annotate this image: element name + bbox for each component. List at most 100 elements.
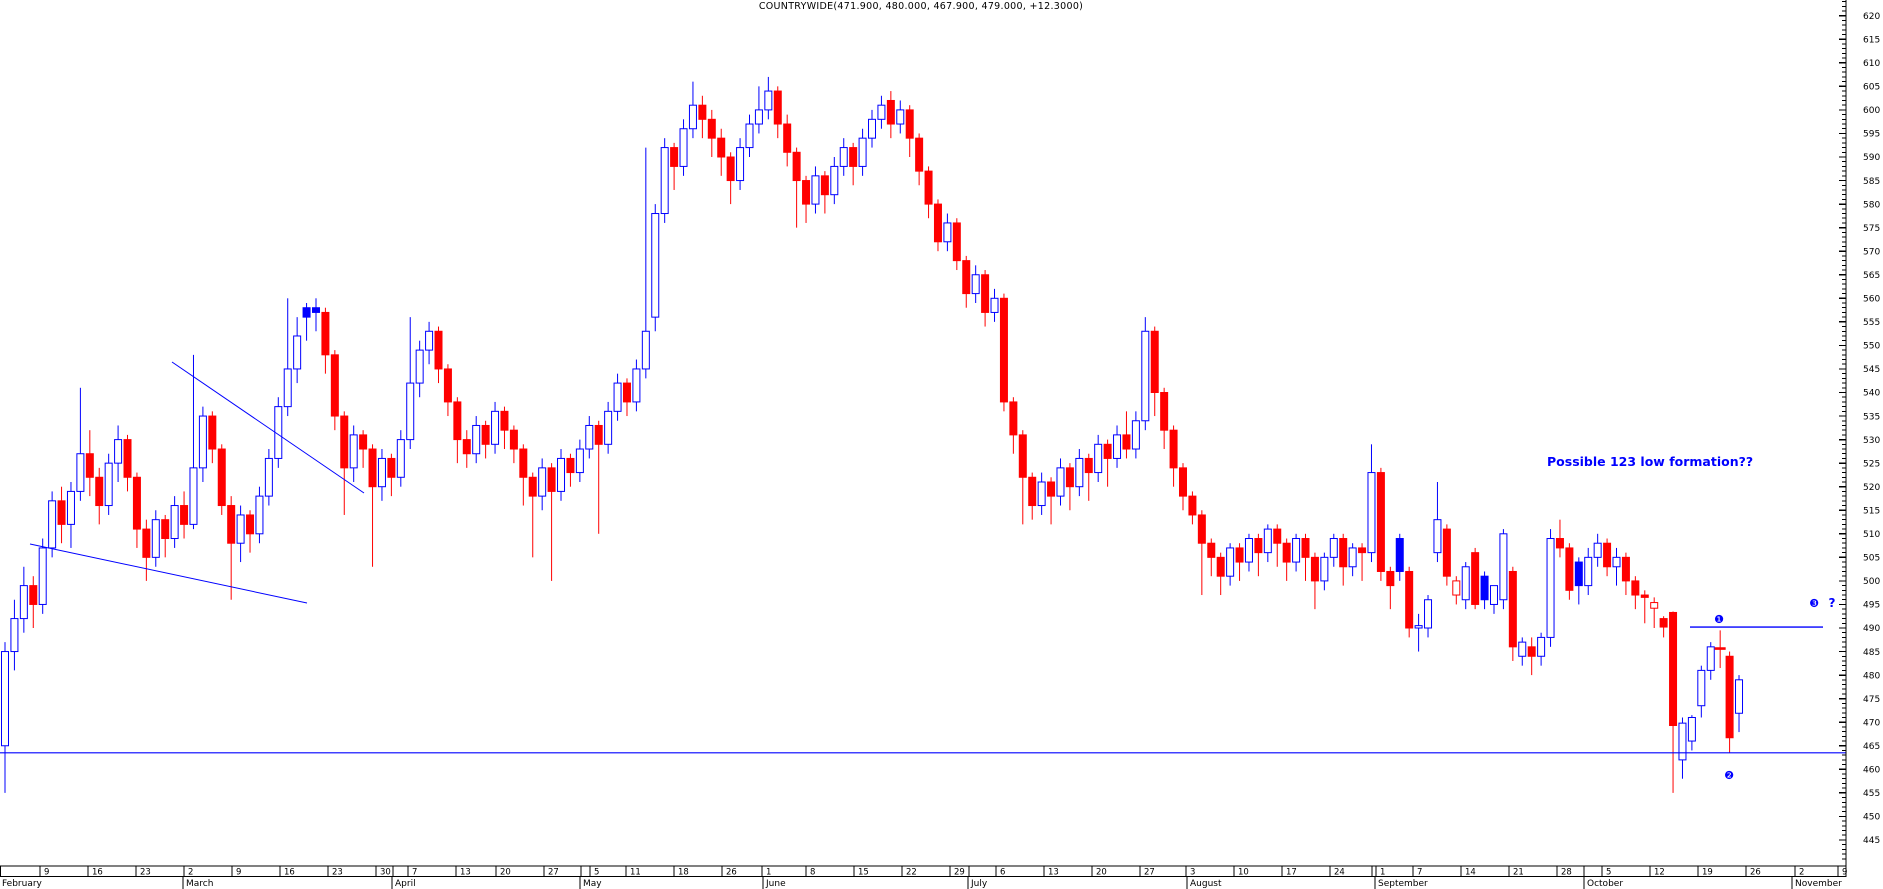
candlestick[interactable] [971,265,980,304]
candlestick[interactable] [66,481,75,548]
candlestick[interactable] [170,496,179,548]
candlestick[interactable] [613,373,622,421]
candlestick[interactable] [924,166,933,219]
candlestick[interactable] [38,538,47,614]
candlestick[interactable] [151,510,160,567]
candlestick[interactable] [1009,397,1018,454]
candlestick[interactable] [415,340,424,398]
candlestick[interactable] [792,147,801,228]
candlestick[interactable] [1160,387,1169,450]
candlestick[interactable] [1499,529,1508,610]
candlestick[interactable] [104,453,113,515]
candlestick[interactable] [1292,533,1301,572]
candlestick[interactable] [943,213,952,252]
candlestick[interactable] [1480,571,1489,610]
candlestick[interactable] [660,138,669,223]
candlestick[interactable] [1678,717,1687,779]
candlestick[interactable] [443,364,452,417]
candlestick[interactable] [377,449,386,501]
candlestick[interactable] [1471,547,1480,610]
candlestick[interactable] [359,430,368,468]
candlestick[interactable] [1659,616,1668,638]
candlestick[interactable] [509,425,518,464]
candlestick[interactable] [1084,453,1093,501]
candlestick[interactable] [321,307,330,374]
candlestick[interactable] [1424,595,1433,638]
candlestick[interactable] [1244,533,1253,572]
candlestick[interactable] [1631,576,1640,610]
candlestick[interactable] [1603,538,1612,577]
candlestick[interactable] [1103,439,1112,487]
candlestick[interactable] [604,401,613,454]
candlestick[interactable] [783,114,792,167]
candlestick[interactable] [1141,317,1150,431]
candlestick[interactable] [1433,481,1442,563]
candlestick[interactable] [491,401,500,454]
candlestick[interactable] [1169,425,1178,487]
candlestick[interactable] [670,142,679,190]
candlestick[interactable] [1489,585,1498,614]
candlestick[interactable] [773,86,782,139]
candlestick[interactable] [85,430,94,497]
candlestick[interactable] [1037,472,1046,515]
candlestick[interactable] [745,114,754,157]
candlestick[interactable] [1273,524,1282,567]
candlestick[interactable] [1537,632,1546,666]
candlestick[interactable] [1508,566,1517,661]
candlestick[interactable] [453,397,462,464]
candlestick[interactable] [1706,642,1715,680]
candlestick[interactable] [736,138,745,190]
candlestick[interactable] [1414,613,1423,652]
candlestick[interactable] [528,472,537,558]
candlestick[interactable] [48,491,57,558]
candlestick[interactable] [1263,524,1272,563]
candlestick[interactable] [10,599,19,671]
candlestick[interactable] [368,444,377,567]
candlestick[interactable] [1452,576,1461,605]
candlestick[interactable] [726,152,735,205]
candlestick[interactable] [915,133,924,186]
candlestick[interactable] [1207,538,1216,577]
candlestick[interactable] [1593,533,1602,567]
candlestick[interactable] [1122,411,1131,459]
candlestick[interactable] [255,486,264,544]
candlestick[interactable] [1584,547,1593,596]
lower-trendline[interactable] [29,543,308,604]
candlestick[interactable] [387,453,396,497]
candlestick[interactable] [1697,665,1706,718]
candlestick[interactable] [698,95,707,139]
candlestick[interactable] [1131,411,1140,459]
candlestick[interactable] [651,204,660,332]
candlestick[interactable] [1320,552,1329,591]
candlestick[interactable] [1527,637,1536,676]
candlestick[interactable] [425,321,434,365]
candlestick[interactable] [481,420,490,459]
candlestick[interactable] [123,434,132,492]
candlestick[interactable] [1226,543,1235,586]
candlestick[interactable] [594,420,603,534]
candlestick[interactable] [538,458,547,511]
candlestick[interactable] [1113,425,1122,468]
candlestick[interactable] [1546,529,1555,647]
candlestick[interactable] [1621,552,1630,596]
candlestick[interactable] [849,142,858,186]
candlestick[interactable] [1386,566,1395,610]
candlestick[interactable] [962,255,971,308]
candlestick[interactable] [1075,449,1084,497]
candlestick[interactable] [585,416,594,459]
candlestick[interactable] [1094,434,1103,482]
point1-marker[interactable]: ❶ [1714,613,1724,626]
candlestick[interactable] [622,378,631,417]
candlestick[interactable] [1339,533,1348,586]
candlestick[interactable] [1348,543,1357,577]
candlestick[interactable] [1442,524,1451,586]
candlestick[interactable] [472,416,481,464]
candlestick[interactable] [340,411,349,515]
candlestick[interactable] [462,430,471,468]
candlestick[interactable] [19,566,28,633]
candlestick[interactable] [877,95,886,129]
candlestick[interactable] [905,105,914,157]
candlestick[interactable] [1518,637,1527,666]
point3-question-mark[interactable]: ? [1829,596,1836,610]
